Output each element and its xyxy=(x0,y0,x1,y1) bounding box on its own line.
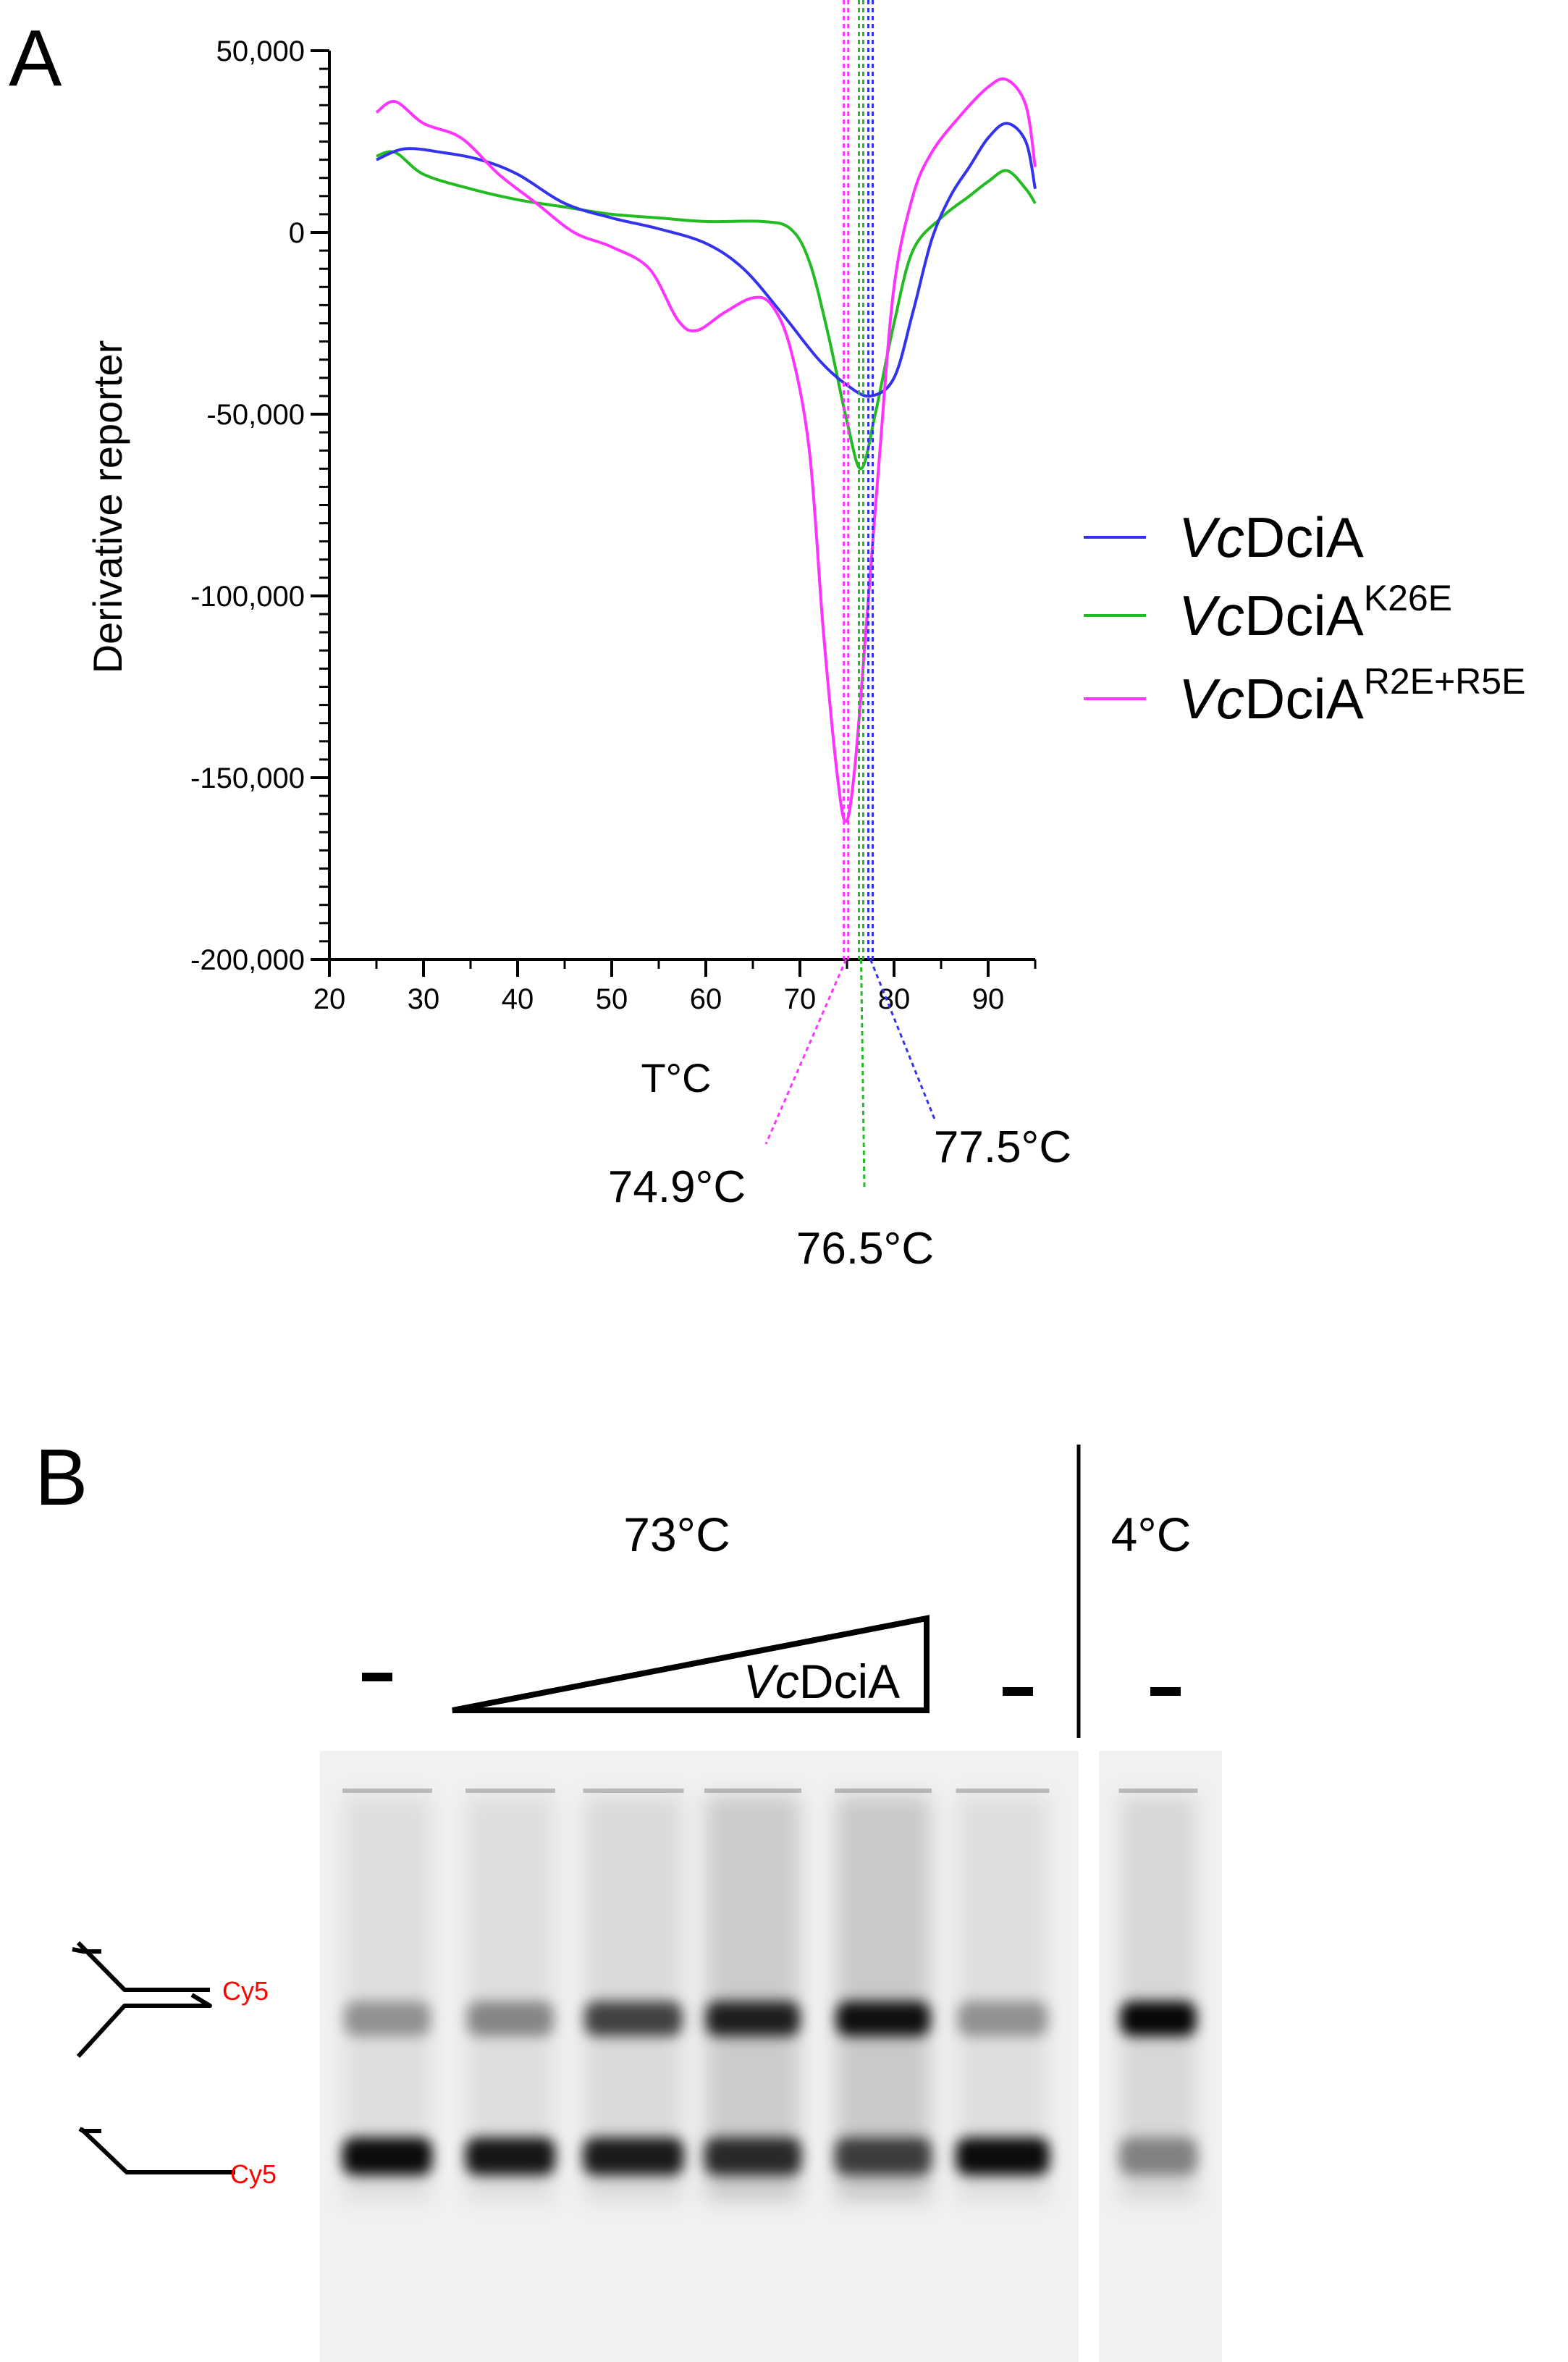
ssdna-schematic xyxy=(78,2127,235,2174)
lane-6-minus-mark xyxy=(1003,1687,1033,1696)
lane-1-well xyxy=(342,1789,432,1793)
y-axis-title: Derivative reporter xyxy=(85,340,130,674)
lane-1-ssdna-band xyxy=(342,2138,432,2175)
series-line-3 xyxy=(375,77,1037,823)
x-tick-label: 50 xyxy=(596,983,628,1015)
lane-6-well xyxy=(956,1789,1050,1793)
y-tick-label: 50,000 xyxy=(216,35,305,67)
ssdna-cy5-label: Cy5 xyxy=(230,2159,277,2189)
series-line-2 xyxy=(376,150,1037,471)
lane-2-ssdna-band xyxy=(465,2138,555,2175)
panel-b-label: B xyxy=(35,1433,88,1522)
x-tick-label: 60 xyxy=(690,983,722,1015)
lane-3-fork-band xyxy=(584,2001,683,2036)
lane-6-fork-band xyxy=(957,2001,1048,2036)
y-tick-label: -150,000 xyxy=(190,762,305,794)
lane-4-well xyxy=(704,1789,801,1793)
protein-label: VcDciA xyxy=(743,1655,900,1708)
condition-4c-label: 4°C xyxy=(1111,1508,1192,1561)
y-tick-label: -50,000 xyxy=(206,399,305,431)
lane-3-ssdna-band xyxy=(583,2138,684,2175)
tm-label-3: 74.9°C xyxy=(608,1162,746,1212)
lane-2-fork-band xyxy=(467,2001,554,2036)
lane-5-well xyxy=(835,1789,932,1793)
lane-5-smear xyxy=(836,1796,930,2201)
tm-leader-3 xyxy=(764,959,848,1145)
series-lines xyxy=(375,77,1037,823)
y-axis-ticks: 50,000 0 -50,000 -100,000 -150,000 -200,000 xyxy=(190,35,329,976)
tm-leader-1 xyxy=(869,959,937,1122)
lane-1-smear xyxy=(344,1796,431,2201)
lane-4-smear xyxy=(706,1796,800,2201)
concentration-wedge xyxy=(452,1615,930,1713)
legend-entry-3: VcDciAR2E+R5E xyxy=(1179,661,1525,731)
condition-73c-label: 73°C xyxy=(623,1508,730,1561)
x-tick-label: 20 xyxy=(313,983,346,1015)
x-tick-label: 90 xyxy=(972,983,1005,1015)
lane-7-ssdna-band xyxy=(1118,2138,1198,2175)
lane-1-fork-band xyxy=(344,2001,431,2036)
lane-7-fork-band xyxy=(1120,2001,1197,2036)
lane-3-well xyxy=(583,1789,684,1793)
y-tick-label: 0 xyxy=(289,217,305,249)
x-axis-ticks: 20 30 40 50 60 70 80 90 xyxy=(313,959,1037,1015)
gel-left-block xyxy=(320,1751,1079,2362)
lane-7-smear xyxy=(1120,1796,1197,2201)
lane-5-fork-band xyxy=(836,2001,930,2036)
tm-markers: 77.5°C 76.5°C 74.9°C xyxy=(608,0,1071,1274)
legend: VcDciA VcDciAK26E VcDciAR2E+R5E xyxy=(1084,505,1525,731)
x-tick-label: 40 xyxy=(502,983,534,1015)
tm-label-2: 76.5°C xyxy=(796,1224,934,1274)
gel-image xyxy=(320,1751,1222,2362)
lane-6-ssdna-band xyxy=(956,2138,1050,2175)
x-tick-label: 70 xyxy=(784,983,817,1015)
lane-1-minus-mark xyxy=(362,1673,392,1681)
lane-2-well xyxy=(465,1789,555,1793)
lane-3-smear xyxy=(584,1796,683,2201)
melt-curve-chart: 50,000 0 -50,000 -100,000 -150,000 -200,000 2… xyxy=(85,0,1071,1274)
legend-entry-2: VcDciAK26E xyxy=(1179,578,1452,647)
lane-4-fork-band xyxy=(706,2001,800,2036)
y-tick-label: -100,000 xyxy=(190,581,305,613)
y-tick-label: -200,000 xyxy=(190,944,305,976)
tm-label-1: 77.5°C xyxy=(934,1122,1071,1172)
lane-4-ssdna-band xyxy=(704,2138,801,2175)
legend-entry-1: VcDciA xyxy=(1179,505,1364,569)
x-tick-label: 30 xyxy=(408,983,440,1015)
gel-lanes xyxy=(342,1789,1198,2201)
x-axis-title: T°C xyxy=(641,1055,711,1101)
x-tick-label: 80 xyxy=(878,983,911,1015)
fork-cy5-label: Cy5 xyxy=(222,1976,269,2006)
lane-7-well xyxy=(1118,1789,1198,1793)
lane-2-smear xyxy=(467,1796,554,2201)
lane-5-ssdna-band xyxy=(835,2138,932,2175)
tm-leader-2 xyxy=(860,959,866,1188)
series-line-1 xyxy=(376,122,1037,398)
panel-a-label: A xyxy=(9,14,62,103)
lane-6-smear xyxy=(957,1796,1048,2201)
fork-dna-schematic xyxy=(72,1941,212,2059)
lane-7-minus-mark xyxy=(1150,1687,1181,1696)
